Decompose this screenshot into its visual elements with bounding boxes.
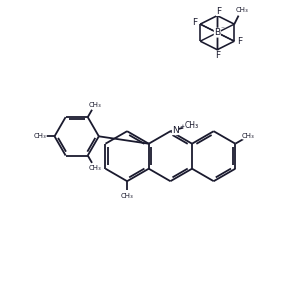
Text: F: F (237, 37, 243, 46)
Text: CH₃: CH₃ (121, 193, 133, 199)
Text: CH₃: CH₃ (89, 102, 101, 108)
Text: B: B (214, 28, 220, 37)
Text: CH₃: CH₃ (89, 165, 101, 171)
Text: F: F (216, 7, 221, 16)
Text: CH₃: CH₃ (184, 121, 199, 130)
Text: +: + (180, 124, 186, 130)
Text: F: F (192, 18, 197, 27)
Text: ⁻: ⁻ (220, 25, 224, 34)
Text: F: F (215, 51, 220, 60)
Text: CH₃: CH₃ (242, 133, 254, 139)
Text: CH₃: CH₃ (34, 133, 47, 139)
Text: CH₃: CH₃ (236, 7, 248, 13)
Text: N: N (172, 126, 179, 135)
